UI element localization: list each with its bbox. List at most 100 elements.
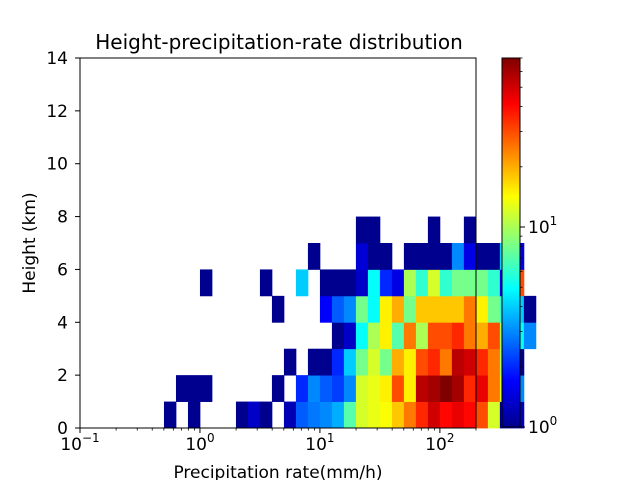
heatmap-cell <box>331 295 345 323</box>
heatmap-cell <box>463 322 477 350</box>
heatmap-cell <box>199 375 213 402</box>
heatmap-cell <box>463 243 477 270</box>
heatmap-cell <box>343 295 357 323</box>
heatmap-cell <box>379 348 393 376</box>
heatmap-cell <box>355 401 369 429</box>
y-tick-label: 0 <box>57 419 68 439</box>
heatmap-cell <box>391 375 405 402</box>
heatmap-cell <box>367 216 381 244</box>
heatmap-cell <box>451 322 465 350</box>
heatmap-cell <box>415 375 429 402</box>
heatmap-cell <box>403 322 417 350</box>
heatmap-cell <box>175 375 189 402</box>
y-tick-label: 14 <box>46 49 68 69</box>
heatmap-cell <box>403 401 417 429</box>
heatmap-cell <box>391 401 405 429</box>
heatmap-cell <box>439 401 453 429</box>
heatmap-cell <box>523 295 537 323</box>
heatmap-cell <box>319 375 333 402</box>
heatmap-cell <box>295 269 309 297</box>
heatmap-cell <box>307 348 321 376</box>
heatmap-cell <box>427 295 441 323</box>
heatmap-cell <box>487 375 501 402</box>
heatmap-cell <box>523 322 537 350</box>
heatmap-cell <box>451 375 465 402</box>
heatmap-cell <box>439 322 453 350</box>
heatmap-cell <box>295 401 309 429</box>
heatmap-cell <box>343 348 357 376</box>
heatmap-cell <box>307 401 321 429</box>
heatmap-cell <box>475 322 489 350</box>
heatmap-cell <box>331 269 345 297</box>
heatmap-cell <box>271 375 285 402</box>
heatmap-cell <box>427 348 441 376</box>
heatmap-cell <box>379 269 393 297</box>
heatmap-cell <box>331 401 345 429</box>
heatmap-cell <box>379 375 393 402</box>
heatmap-cell <box>379 295 393 323</box>
heatmap-cell <box>415 243 429 270</box>
heatmap-cell <box>487 295 501 323</box>
heatmap-cell <box>331 348 345 376</box>
heatmap-cell <box>403 375 417 402</box>
heatmap-cell <box>343 322 357 350</box>
heatmap-cell <box>367 322 381 350</box>
heatmap-cell <box>259 401 273 429</box>
heatmap-cell <box>307 375 321 402</box>
y-tick-label: 8 <box>57 208 68 228</box>
heatmap-cells <box>163 216 537 429</box>
heatmap-cell <box>463 401 477 429</box>
heatmap-cell <box>391 269 405 297</box>
heatmap-cell <box>367 375 381 402</box>
heatmap-cell <box>391 322 405 350</box>
heatmap-cell <box>475 269 489 297</box>
heatmap-cell <box>379 401 393 429</box>
heatmap-cell <box>307 243 321 270</box>
heatmap-cell <box>331 375 345 402</box>
heatmap-cell <box>487 269 501 297</box>
heatmap-cell <box>403 348 417 376</box>
heatmap-cell <box>355 348 369 376</box>
heatmap-cell <box>199 269 213 297</box>
colorbar-tick-label: 101 <box>528 214 557 238</box>
heatmap-cell <box>475 295 489 323</box>
heatmap-cell <box>463 375 477 402</box>
heatmap-cell <box>463 216 477 244</box>
heatmap-cell <box>427 401 441 429</box>
heatmap-cell <box>415 348 429 376</box>
heatmap-cell <box>427 216 441 244</box>
heatmap-cell <box>439 269 453 297</box>
heatmap-cell <box>415 322 429 350</box>
heatmap-cell <box>487 322 501 350</box>
x-axis-label: Precipitation rate(mm/h) <box>173 463 382 480</box>
heatmap-cell <box>439 243 453 270</box>
heatmap-cell <box>427 269 441 297</box>
heatmap-cell <box>475 401 489 429</box>
heatmap-cell <box>463 269 477 297</box>
heatmap-cell <box>163 401 177 429</box>
heatmap-cell <box>319 348 333 376</box>
heatmap-cell <box>319 401 333 429</box>
chart-title: Height-precipitation-rate distribution <box>95 30 463 54</box>
heatmap-cell <box>331 322 345 350</box>
heatmap-cell <box>283 348 297 376</box>
heatmap-cell <box>463 295 477 323</box>
heatmap-cell <box>487 243 501 270</box>
heatmap-cell <box>343 375 357 402</box>
heatmap-cell <box>283 401 297 429</box>
heatmap-cell <box>415 269 429 297</box>
y-tick-label: 4 <box>57 313 68 333</box>
heatmap-cell <box>355 375 369 402</box>
heatmap-cell <box>319 295 333 323</box>
x-tick-label: 101 <box>305 431 334 455</box>
heatmap-cell <box>367 401 381 429</box>
heatmap-cell <box>379 322 393 350</box>
heatmap-cell <box>403 269 417 297</box>
heatmap-cell <box>403 243 417 270</box>
heatmap-cell <box>439 348 453 376</box>
heatmap-cell <box>355 295 369 323</box>
heatmap-cell <box>415 401 429 429</box>
y-tick-label: 6 <box>57 260 68 280</box>
